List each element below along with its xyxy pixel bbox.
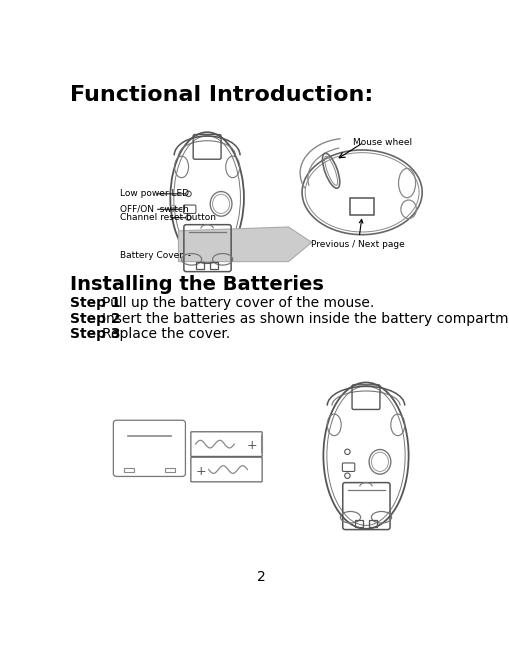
Text: Step 1: Step 1: [70, 296, 120, 310]
Text: Pull up the battery cover of the mouse.: Pull up the battery cover of the mouse.: [102, 296, 374, 310]
Text: Functional Introduction:: Functional Introduction:: [70, 84, 373, 104]
Text: Insert the batteries as shown inside the battery compartment.: Insert the batteries as shown inside the…: [102, 311, 509, 326]
Polygon shape: [178, 227, 311, 262]
Text: +: +: [246, 439, 257, 452]
Text: Previous / Next page: Previous / Next page: [311, 219, 404, 249]
Text: Installing the Batteries: Installing the Batteries: [70, 275, 323, 294]
Text: Low power LED: Low power LED: [120, 189, 189, 199]
Bar: [350, 199, 373, 215]
Text: Step 2: Step 2: [70, 311, 120, 326]
Text: Mouse wheel: Mouse wheel: [352, 138, 411, 147]
Text: Replace the cover.: Replace the cover.: [102, 327, 230, 341]
Text: Step 3: Step 3: [70, 327, 120, 341]
Bar: [165, 468, 174, 472]
Text: Battery Cover: Battery Cover: [120, 251, 190, 260]
Text: +: +: [195, 464, 206, 477]
Bar: [124, 468, 133, 472]
Text: 2: 2: [257, 569, 265, 584]
Text: Channel reset button: Channel reset button: [120, 214, 216, 222]
Text: OFF/ON  switch: OFF/ON switch: [120, 205, 189, 214]
